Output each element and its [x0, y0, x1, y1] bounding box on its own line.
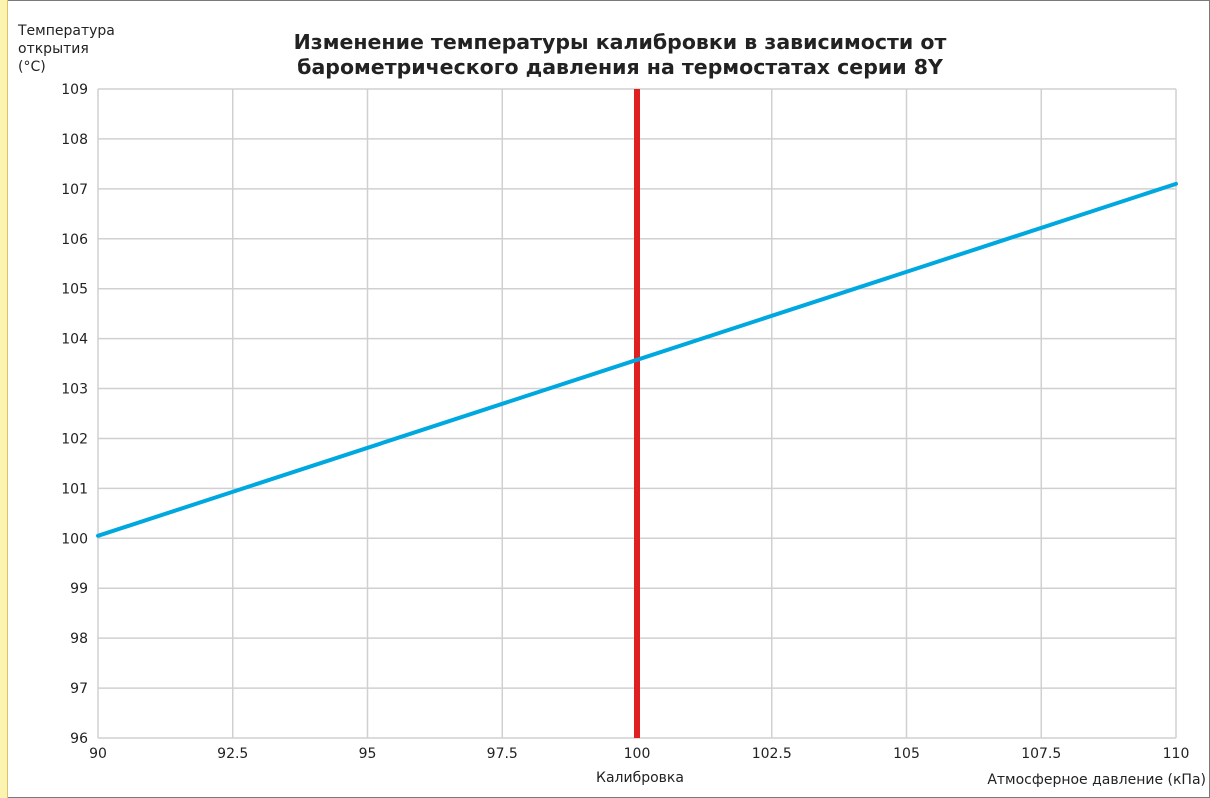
y-tick-label: 97: [70, 681, 88, 697]
y-tick-label: 108: [61, 132, 88, 148]
y-tick-label: 104: [61, 332, 88, 348]
x-tick-label: 100: [624, 746, 651, 762]
y-tick-label: 100: [61, 531, 88, 547]
y-tick-label: 96: [70, 731, 88, 747]
y-tick-label: 109: [61, 82, 88, 98]
y-tick-label: 105: [61, 282, 88, 298]
series-line: [96, 181, 1178, 538]
left-edge-strip: [0, 0, 8, 798]
x-tick-label: 110: [1163, 746, 1190, 762]
x-axis-label: Атмосферное давление (кПа): [987, 772, 1206, 788]
y-tick-label: 102: [61, 431, 88, 447]
y-tick-label: 107: [61, 182, 88, 198]
x-tick-label: 97.5: [487, 746, 518, 762]
y-axis-label-line-3: (°C): [18, 59, 46, 75]
x-tick-label: 107.5: [1021, 746, 1061, 762]
y-axis-label: Температура открытия (°C): [18, 22, 148, 76]
y-tick-label: 103: [61, 382, 88, 398]
y-tick-label: 99: [70, 581, 88, 597]
y-tick-label: 106: [61, 232, 88, 248]
x-tick-label: 95: [359, 746, 377, 762]
x-tick-label: 90: [89, 746, 107, 762]
y-tick-label: 98: [70, 631, 88, 647]
x-tick-label: 102.5: [752, 746, 792, 762]
y-axis-label-line-1: Температура: [18, 23, 115, 39]
x-tick-label: 105: [893, 746, 920, 762]
y-tick-label: 101: [61, 481, 88, 497]
chart-title: Изменение температуры калибровки в завис…: [293, 30, 947, 79]
y-axis-label-line-2: открытия: [18, 41, 89, 57]
calibration-label: Калибровка: [596, 770, 684, 786]
x-tick-label: 92.5: [217, 746, 248, 762]
